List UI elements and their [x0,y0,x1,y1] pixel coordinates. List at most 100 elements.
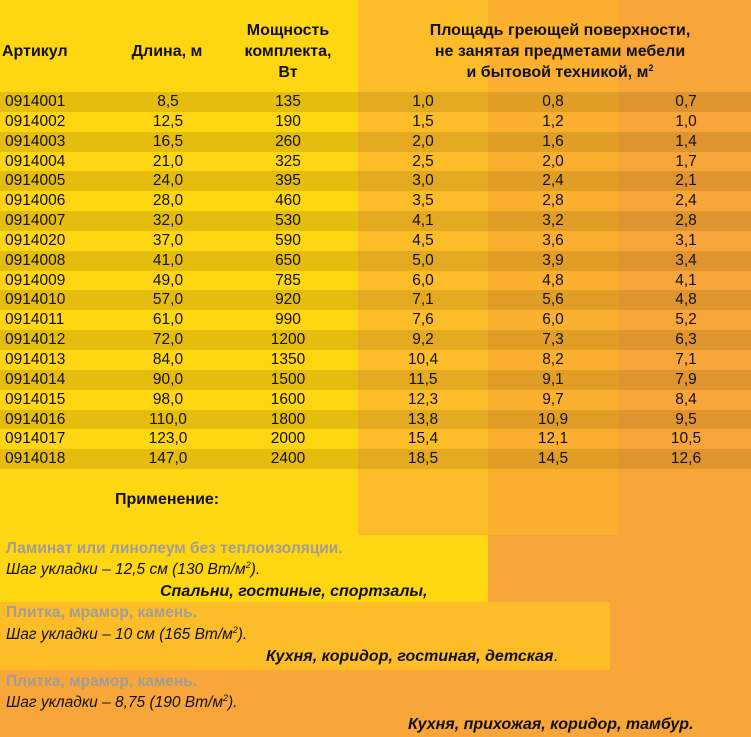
power-cell: 1500 [270,370,306,388]
table-row: 0914002 12,5 190 1,5 1,2 1,0 [0,112,751,132]
table-row: 0914005 24,0 395 3,0 2,4 2,1 [0,171,751,192]
table-row: 0914011 61,0 990 7,6 6,0 5,2 [0,310,751,330]
power-cell: 530 [275,212,301,230]
area-cell: 4,8 [675,291,697,309]
length-cell: 37,0 [152,231,184,249]
area-cell: 10,9 [537,410,569,428]
area-cell: 0,8 [542,93,564,110]
area-cell: 7,9 [675,370,697,388]
article-cell: 0914016 [5,410,66,428]
article-cell: 0914003 [5,132,66,150]
article-cell: 0914004 [5,152,66,170]
bg-band-light-orange [488,0,618,535]
area-cell: 2,4 [675,192,697,210]
article-cell: 0914009 [5,271,66,289]
power-cell: 260 [275,132,301,150]
power-cell: 650 [275,251,301,269]
article-cell: 0914010 [5,291,66,309]
area-cell: 11,5 [408,370,438,388]
area-cell: 0,7 [675,93,697,110]
power-cell: 135 [275,93,301,110]
table-row: 0914009 49,0 785 6,0 4,8 4,1 [0,271,751,291]
table-row: 0914018 147,0 2400 18,5 14,5 12,6 [0,449,751,470]
article-cell: 0914005 [5,172,66,190]
area-cell: 4,1 [675,271,697,289]
rooms-label: Спальни, гостиные, спортзалы, [160,583,428,600]
area-cell: 7,1 [412,291,434,309]
area-cell: 15,4 [407,430,439,448]
laying-step: Шаг укладки – 10 см (165 Вт/м2). [6,626,247,644]
laying-step: Шаг укладки – 8,75 (190 Вт/м2). [6,694,237,712]
length-cell: 98,0 [152,390,184,408]
table-row: 0914017 123,0 2000 15,4 12,1 10,5 [0,429,751,449]
power-cell: 785 [275,271,301,289]
length-cell: 61,0 [152,311,184,329]
length-cell: 123,0 [148,430,188,448]
laying-step-text: Шаг укладки – 10 см (165 Вт/м [6,626,233,643]
surface-label: Ламинат или линолеум без теплоизоляции. [6,540,343,557]
area-cell: 10,5 [670,430,702,448]
article-cell: 0914020 [5,231,66,249]
area-cell: 9,1 [542,370,564,388]
area-cell: 2,8 [675,212,697,230]
power-cell: 2000 [270,430,306,448]
area-cell: 1,2 [542,112,564,130]
header-article: Артикул [2,43,68,60]
area-cell: 2,1 [675,172,697,190]
area-cell: 2,8 [542,192,564,210]
power-cell: 590 [275,231,301,249]
header-area-line: Площадь греющей поверхности, [429,22,691,39]
article-cell: 0914011 [5,311,65,329]
power-cell: 190 [275,112,301,130]
rooms-label: Кухня, коридор, гостиная, детская. [266,648,558,666]
area-cell: 2,0 [412,132,434,150]
bg-band-amber [358,0,488,535]
area-cell: 14,5 [537,450,569,468]
length-cell: 84,0 [152,350,184,368]
area-cell: 18,5 [407,450,439,468]
power-cell: 460 [275,192,301,210]
power-cell: 325 [275,152,301,170]
article-cell: 0914017 [5,430,66,448]
laying-step-sup: 2 [245,560,251,570]
area-cell: 8,4 [675,390,697,408]
length-cell: 24,0 [152,172,184,190]
area-cell: 3,1 [675,231,697,249]
area-cell: 5,2 [675,311,697,329]
area-cell: 2,5 [412,152,434,170]
bg-band-amber-low [0,602,610,670]
area-cell: 9,2 [412,331,434,349]
power-cell: 395 [275,172,301,190]
article-cell: 0914014 [5,370,66,388]
rooms-label: Кухня, прихожая, коридор, тамбур. [408,716,694,733]
header-area-line: не занятая предметами мебели [434,43,686,60]
area-cell: 5,0 [412,251,434,269]
area-cell: 1,7 [675,152,697,170]
bg-band-orange [618,0,751,535]
area-cell: 3,9 [542,251,564,269]
power-cell: 1350 [270,350,306,368]
laying-step: Шаг укладки – 12,5 см (130 Вт/м2). [6,561,260,579]
area-cell: 7,1 [675,350,697,368]
header-area: Площадь греющей поверхности, не занятая … [380,20,740,83]
table-row: 0914013 84,0 1350 10,4 8,2 7,1 [0,350,751,370]
area-cell: 9,5 [675,410,697,428]
area-cell: 13,8 [407,410,439,428]
power-cell: 920 [275,291,301,309]
bg-band-yellow-low [0,535,488,602]
table-row: 0914010 57,0 920 7,1 5,6 4,8 [0,290,751,311]
table-row: 0914015 98,0 1600 12,3 9,7 8,4 [0,390,751,410]
length-cell: 72,0 [152,331,184,349]
laying-step-text: Шаг укладки – 8,75 (190 Вт/м [6,694,223,711]
area-cell: 7,6 [412,311,434,329]
length-cell: 57,0 [152,291,184,309]
area-cell: 10,4 [407,350,439,368]
area-cell: 4,1 [412,212,434,230]
length-cell: 28,0 [152,192,184,210]
header-area-unit-sup: 2 [648,63,654,73]
area-cell: 9,7 [542,390,564,408]
bg-band-orange-low [0,670,751,737]
area-cell: 6,0 [542,311,564,329]
length-cell: 8,5 [157,93,179,110]
area-cell: 1,5 [412,112,434,130]
